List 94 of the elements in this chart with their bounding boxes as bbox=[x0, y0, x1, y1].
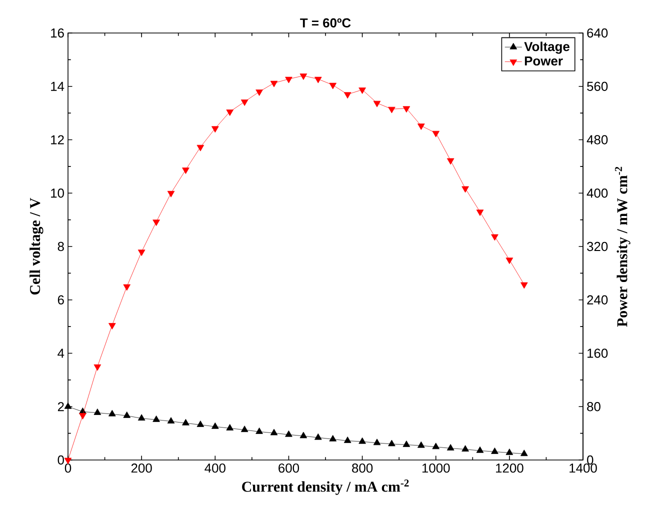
point bbox=[417, 124, 425, 130]
point bbox=[182, 168, 190, 174]
point bbox=[446, 444, 454, 450]
point bbox=[256, 428, 263, 434]
point bbox=[300, 74, 308, 80]
point bbox=[79, 413, 86, 420]
y2-axis-title: Power density / mW cm$^{-2}$ bbox=[614, 166, 630, 327]
point bbox=[196, 420, 204, 427]
point bbox=[211, 126, 219, 133]
point bbox=[417, 441, 425, 448]
y2-tick-label: 240 bbox=[587, 295, 608, 304]
y-tick-label: 6 bbox=[58, 295, 64, 304]
point bbox=[108, 410, 116, 416]
y2-tick-label: 640 bbox=[587, 28, 608, 38]
y2-tick-label: 160 bbox=[588, 348, 608, 358]
point bbox=[314, 76, 322, 84]
point bbox=[285, 76, 292, 84]
point bbox=[329, 435, 337, 442]
point bbox=[285, 430, 292, 437]
y2-tick-label: 0 bbox=[587, 455, 594, 465]
legend-label: Voltage bbox=[524, 42, 570, 54]
point bbox=[211, 422, 219, 429]
point bbox=[94, 364, 102, 371]
y-tick-label: 8 bbox=[58, 242, 64, 252]
point bbox=[138, 250, 146, 256]
y2-tick-label: 560 bbox=[587, 82, 608, 91]
x-tick-label: 800 bbox=[352, 464, 373, 473]
point bbox=[402, 440, 410, 447]
point bbox=[167, 417, 175, 424]
point bbox=[329, 82, 337, 90]
point bbox=[358, 88, 366, 94]
point bbox=[344, 92, 352, 99]
point bbox=[388, 440, 396, 446]
point bbox=[196, 144, 204, 152]
point bbox=[167, 190, 175, 198]
x-axis-title: Current density / mA cm$^{-2}$ bbox=[242, 480, 409, 495]
legend-label: Power bbox=[524, 56, 563, 66]
point bbox=[476, 446, 484, 453]
point bbox=[240, 426, 248, 432]
y2-tick-label: 400 bbox=[586, 188, 608, 198]
point bbox=[226, 424, 234, 430]
y-tick-label: 12 bbox=[51, 135, 64, 144]
point bbox=[402, 106, 410, 113]
point bbox=[108, 323, 116, 330]
y-tick-label: 2 bbox=[58, 402, 64, 412]
y-tick-label: 4 bbox=[58, 348, 64, 358]
y2-tick-label: 80 bbox=[587, 402, 600, 412]
x-tick-label: 1000 bbox=[422, 464, 450, 473]
y-axis-title: Cell voltage / V bbox=[30, 198, 44, 295]
point bbox=[506, 258, 514, 264]
y-tick-label: 16 bbox=[51, 28, 64, 38]
point bbox=[358, 437, 366, 444]
point bbox=[152, 416, 160, 422]
point bbox=[432, 130, 440, 138]
point bbox=[152, 220, 160, 226]
point bbox=[388, 106, 396, 114]
point bbox=[432, 442, 440, 450]
x-tick-label: 1400 bbox=[570, 464, 597, 473]
y2-tick-label: 480 bbox=[586, 135, 608, 144]
point bbox=[226, 110, 234, 116]
point bbox=[123, 284, 131, 291]
point bbox=[182, 418, 190, 426]
point bbox=[446, 158, 454, 165]
x-tick-label: 0 bbox=[64, 464, 72, 473]
y-tick-label: 0 bbox=[58, 455, 64, 465]
point bbox=[373, 100, 381, 108]
point bbox=[300, 432, 308, 438]
point bbox=[64, 402, 72, 409]
point bbox=[138, 414, 146, 421]
point bbox=[256, 90, 263, 96]
y2-tick-label: 320 bbox=[587, 242, 608, 252]
x-tick-label: 200 bbox=[131, 464, 152, 473]
point bbox=[240, 100, 248, 106]
point bbox=[520, 450, 528, 456]
point bbox=[314, 433, 322, 440]
point bbox=[270, 428, 278, 436]
point bbox=[520, 282, 528, 289]
y-tick-label: 14 bbox=[51, 82, 64, 91]
point bbox=[462, 445, 469, 452]
point bbox=[94, 408, 102, 415]
x-tick-label: 400 bbox=[204, 464, 226, 473]
point bbox=[476, 210, 484, 216]
y-tick-label: 10 bbox=[51, 188, 64, 198]
point bbox=[491, 448, 498, 454]
point bbox=[344, 436, 352, 443]
point bbox=[506, 448, 514, 455]
point bbox=[270, 80, 278, 88]
point bbox=[373, 438, 381, 446]
point bbox=[123, 412, 131, 418]
point bbox=[491, 234, 498, 241]
x-tick-label: 600 bbox=[278, 464, 300, 473]
point bbox=[462, 186, 469, 193]
x-tick-label: 1200 bbox=[496, 464, 524, 473]
chart-title: T = 60ºC bbox=[300, 18, 351, 28]
